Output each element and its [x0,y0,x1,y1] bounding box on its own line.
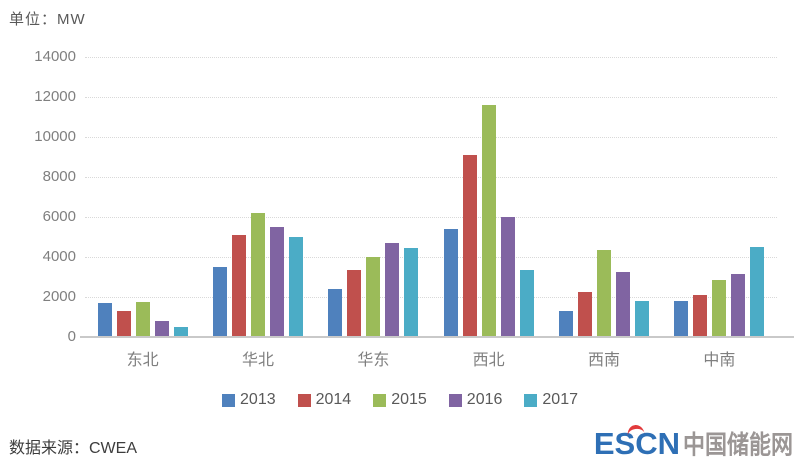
bar-华北-2017 [288,237,303,337]
bar-中南-2017 [750,247,765,337]
legend-label-2016: 2016 [466,391,503,408]
gridline-6000 [85,217,777,218]
bar-中南-2016 [731,274,746,337]
y-tick-label-8000: 8000 [42,168,76,185]
data-source-label: 数据来源：CWEA [9,440,138,457]
unit-label: 单位：MW [9,11,86,28]
gridline-10000 [85,137,777,138]
legend-item-2014: 2014 [297,391,352,409]
legend-swatch-2013 [222,393,236,407]
y-tick-label-2000: 2000 [42,288,76,305]
legend-label-2013: 2013 [240,391,276,408]
bar-西南-2014 [577,292,592,337]
bar-西南-2015 [596,250,611,337]
gridline-14000 [85,57,777,58]
bar-西南-2017 [634,301,649,337]
x-tick-label-西北: 西北 [472,352,505,369]
bar-西北-2014 [462,155,477,337]
legend-swatch-2015 [373,393,387,407]
legend-swatch-2014 [297,393,311,407]
legend-label-2017: 2017 [542,391,578,408]
plot-area [85,57,777,337]
bar-group-华东 [316,57,431,337]
y-tick-label-0: 0 [67,328,76,345]
bar-华北-2013 [212,267,227,337]
x-tick-label-华北: 华北 [241,352,274,369]
bar-东北-2017 [173,327,188,337]
bar-东北-2014 [116,311,131,337]
gridline-8000 [85,177,777,178]
legend-label-2015: 2015 [391,391,427,408]
x-tick-label-华东: 华东 [357,352,390,369]
bar-华东-2017 [404,248,419,337]
bar-group-西南 [546,57,661,337]
bar-东北-2013 [97,303,112,337]
bar-西北-2017 [519,270,534,337]
bar-华北-2016 [269,227,284,337]
escn-logo-wordmark: ESCN [593,423,680,461]
legend-label-2014: 2014 [315,391,352,408]
bar-华北-2014 [231,235,246,337]
bar-西北-2013 [443,229,458,337]
bar-西南-2013 [558,311,573,337]
y-tick-label-10000: 10000 [34,128,76,145]
bar-华东-2013 [328,289,343,337]
legend-swatch-2017 [524,393,538,407]
y-tick-label-14000: 14000 [34,48,76,65]
legend-item-2013: 2013 [222,391,276,409]
bar-中南-2013 [674,301,689,337]
bar-group-西北 [431,57,546,337]
bar-中南-2015 [712,280,727,337]
gridline-4000 [85,257,777,258]
legend-item-2015: 2015 [373,391,427,409]
bar-华东-2015 [366,257,381,337]
escn-logo: ESCN 中国储能网 [593,423,793,461]
escn-logo-chinese-text: 中国储能网 [682,430,793,460]
bar-东北-2016 [154,321,169,337]
gridline-2000 [85,297,777,298]
bar-西北-2015 [481,105,496,337]
bar-group-东北 [85,57,200,337]
bar-东北-2015 [135,302,150,337]
bar-西北-2016 [500,217,515,337]
bar-group-中南 [662,57,777,337]
bar-group-华北 [200,57,315,337]
y-tick-label-12000: 12000 [34,88,76,105]
legend-swatch-2016 [448,393,462,407]
escn-logo-text: ESCN [593,425,680,461]
x-axis-line [80,336,794,338]
gridline-12000 [85,97,777,98]
bar-中南-2014 [693,295,708,337]
bar-西南-2016 [615,272,630,337]
x-tick-label-西南: 西南 [587,352,620,369]
y-tick-label-6000: 6000 [42,208,76,225]
bar-华东-2014 [347,270,362,337]
legend-item-2016: 2016 [448,391,503,409]
bar-华东-2016 [385,243,400,337]
legend-item-2017: 2017 [524,391,578,409]
x-tick-label-中南: 中南 [703,352,736,369]
bar-华北-2015 [250,213,265,337]
chart-legend: 2013 2014 2015 2016 2017 [0,391,800,409]
x-tick-label-东北: 东北 [126,352,159,369]
y-tick-label-4000: 4000 [42,248,76,265]
